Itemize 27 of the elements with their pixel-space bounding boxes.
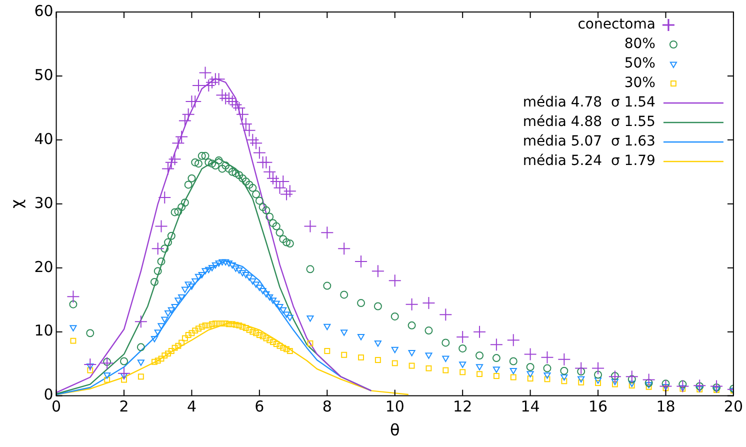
legend-label: média 5.24 σ 1.79 [522,153,656,170]
legend-label: média 5.07 σ 1.63 [522,134,656,150]
x-tick-label: 2 [119,398,129,416]
x-tick-label: 10 [385,398,404,416]
legend-label: 30% [624,75,656,92]
x-tick-label: 20 [724,398,744,416]
x-tick-label: 16 [588,398,608,416]
y-tick-label: 50 [34,66,54,84]
legend-label: 80% [624,36,656,52]
x-tick-label: 14 [520,398,540,416]
y-tick-label: 30 [34,194,54,212]
y-tick-label: 20 [34,258,54,276]
x-tick-label: 8 [322,398,332,416]
legend-label: média 4.78 σ 1.54 [522,94,656,111]
x-tick-label: 12 [453,398,472,416]
x-axis-title: θ [390,420,400,440]
y-axis-title: χ [6,199,26,209]
x-tick-label: 18 [656,398,676,416]
y-tick-label: 10 [34,322,54,340]
legend-label: conectoma [578,16,656,33]
legend-label: média 4.88 σ 1.55 [522,114,656,130]
x-tick-label: 6 [254,398,264,416]
y-tick-label: 60 [34,2,54,20]
y-tick-label: 40 [34,130,54,148]
legend-label: 50% [624,56,656,72]
x-tick-label: 4 [186,398,196,416]
y-tick-label: 0 [44,386,54,404]
